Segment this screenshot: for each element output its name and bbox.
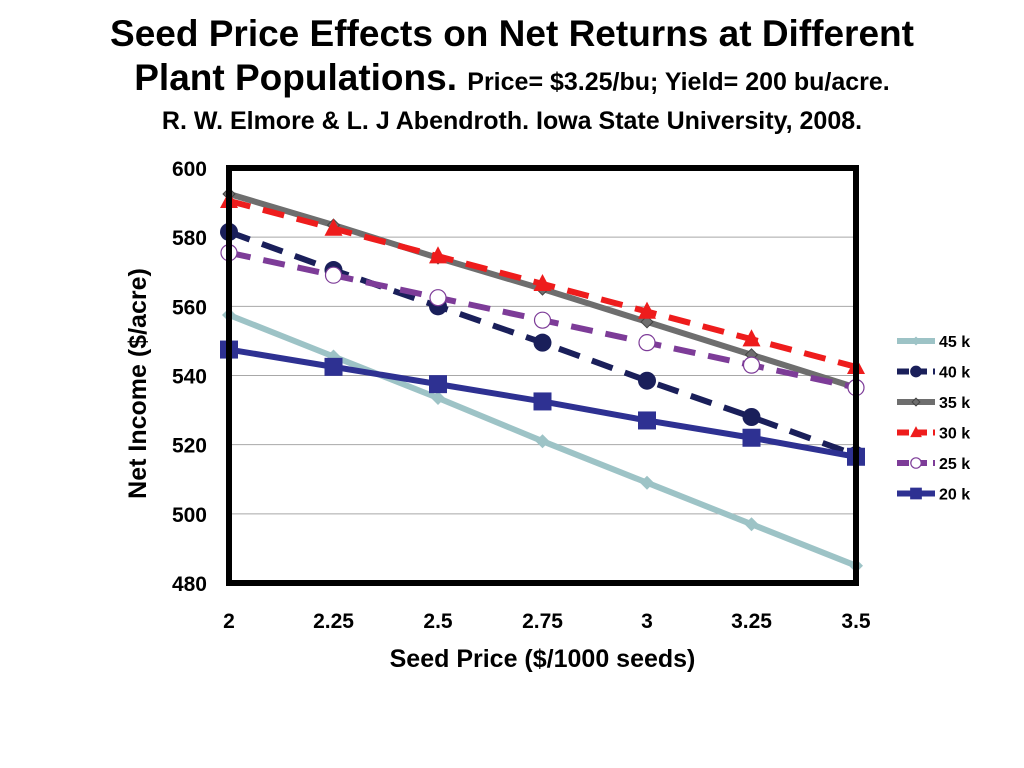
data-point (429, 375, 447, 394)
y-tick-label: 520 (172, 435, 207, 458)
plot-frame (226, 165, 859, 586)
title-line-2: Plant Populations. Price= $3.25/bu; Yiel… (0, 56, 1024, 104)
y-tick-label: 540 (172, 366, 207, 389)
y-tick-label: 580 (172, 227, 207, 250)
legend-marker (910, 487, 922, 500)
legend-marker (910, 365, 922, 378)
y-axis-label: Net Income ($/acre) (124, 268, 152, 499)
x-tick-label: 2.75 (522, 610, 563, 633)
x-tick-label: 3.25 (731, 610, 772, 633)
legend-label: 30 k (939, 426, 970, 443)
x-tick-label: 2 (223, 610, 235, 633)
legend-marker (911, 397, 921, 407)
data-point (638, 301, 656, 319)
data-point (742, 329, 761, 347)
data-point (742, 408, 761, 426)
y-tick-label: 600 (172, 158, 207, 181)
x-axis-label: Seed Price ($/1000 seeds) (390, 645, 696, 673)
legend-label: 20 k (939, 487, 970, 504)
title-line-1: Seed Price Effects on Net Returns at Dif… (110, 13, 914, 54)
legend: 45 k 40 k 35 k 30 k 25 k 20 k (897, 334, 970, 504)
data-point (324, 266, 343, 284)
title-line-2-sub: Price= $3.25/bu; Yield= 200 bu/acre. (467, 68, 890, 96)
series-40k (220, 222, 865, 465)
data-point (429, 246, 447, 264)
title-line-3: R. W. Elmore & L. J Abendroth. Iowa Stat… (161, 107, 863, 135)
chart-title: Seed Price Effects on Net Returns at Dif… (0, 12, 1024, 138)
x-tick-label: 2.5 (423, 610, 453, 633)
legend-marker (911, 336, 921, 346)
data-point (638, 411, 656, 430)
series-25k (220, 244, 865, 397)
legend-label: 45 k (939, 334, 970, 351)
x-tick-label: 2.25 (313, 610, 354, 633)
data-point (638, 334, 656, 352)
y-tick-label: 480 (172, 573, 207, 596)
title-line-2-main: Plant Populations. (134, 57, 457, 98)
data-point (324, 357, 343, 376)
x-tick-label: 3 (641, 610, 653, 633)
y-tick-label: 560 (172, 296, 207, 319)
legend-marker (910, 426, 922, 438)
y-tick-label: 500 (172, 504, 207, 527)
data-point (429, 289, 447, 307)
data-point (533, 311, 552, 329)
legend-label: 40 k (939, 365, 970, 382)
data-point (640, 475, 654, 490)
legend-marker (910, 457, 922, 469)
x-tick-label: 3.5 (841, 610, 871, 633)
data-point (324, 218, 343, 236)
data-point (533, 392, 552, 411)
data-point (742, 428, 761, 447)
data-point (535, 434, 550, 449)
data-point (533, 273, 552, 292)
data-point (431, 390, 445, 405)
data-point (742, 356, 761, 374)
legend-label: 25 k (939, 456, 970, 473)
data-point (640, 315, 654, 329)
data-point (533, 333, 552, 352)
legend-label: 35 k (939, 395, 970, 412)
data-point (744, 517, 759, 532)
data-point (638, 371, 656, 390)
